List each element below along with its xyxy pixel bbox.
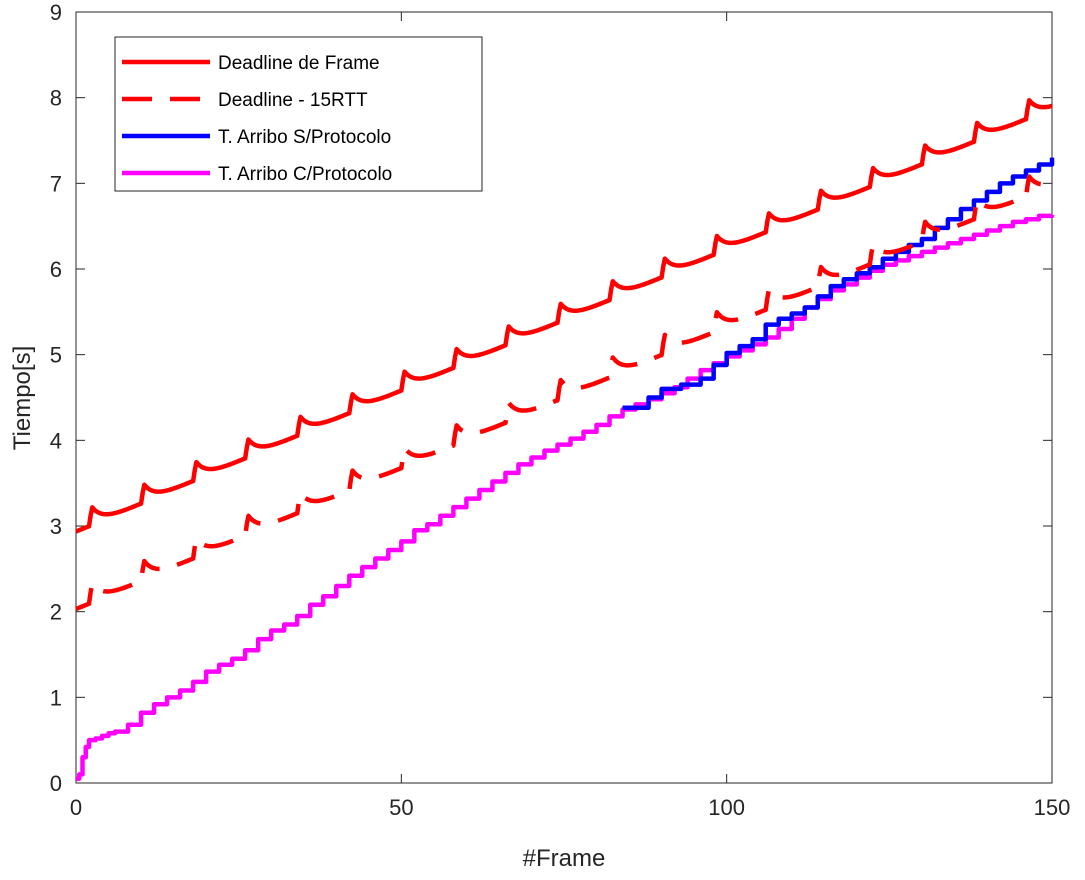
plot-area <box>75 11 1053 784</box>
series-line-2 <box>622 157 1055 411</box>
x-tick-label: 50 <box>389 795 413 820</box>
y-axis-label: Tiempo[s] <box>9 346 36 450</box>
x-axis-label: #Frame <box>523 845 606 872</box>
series-line-1 <box>75 174 1053 612</box>
y-tick-label: 9 <box>50 0 62 25</box>
legend-label-0: Deadline de Frame <box>218 53 380 74</box>
legend: Deadline de Frame Deadline - 15RTT T. Arri… <box>114 36 483 192</box>
y-tick-label: 3 <box>50 514 62 539</box>
series-line-3 <box>76 213 1055 781</box>
x-tick-label: 100 <box>708 795 745 820</box>
y-tick-label: 0 <box>50 771 62 796</box>
y-tick-label: 2 <box>50 600 62 625</box>
axes-box <box>75 11 1053 784</box>
y-tick-label: 1 <box>50 685 62 710</box>
y-tick-label: 6 <box>50 257 62 282</box>
y-tick-label: 4 <box>50 428 62 453</box>
legend-label-2: T. Arribo S/Protocolo <box>218 127 391 148</box>
axis-ticks: 0 50 100 150 0 1 2 3 4 5 6 7 8 9 <box>50 0 1071 820</box>
y-tick-label: 5 <box>50 343 62 368</box>
y-tick-label: 8 <box>50 86 62 111</box>
legend-label-1: Deadline - 15RTT <box>218 90 368 111</box>
x-tick-label: 150 <box>1034 795 1071 820</box>
series-layer <box>75 98 1055 781</box>
legend-label-3: T. Arribo C/Protocolo <box>218 164 392 185</box>
y-tick-label: 7 <box>50 171 62 196</box>
chart-title: Deadline, Arribo sin/con Protocolo, RTT=… <box>340 0 793 1</box>
series-line-0 <box>75 98 1053 534</box>
x-tick-label: 0 <box>70 795 82 820</box>
